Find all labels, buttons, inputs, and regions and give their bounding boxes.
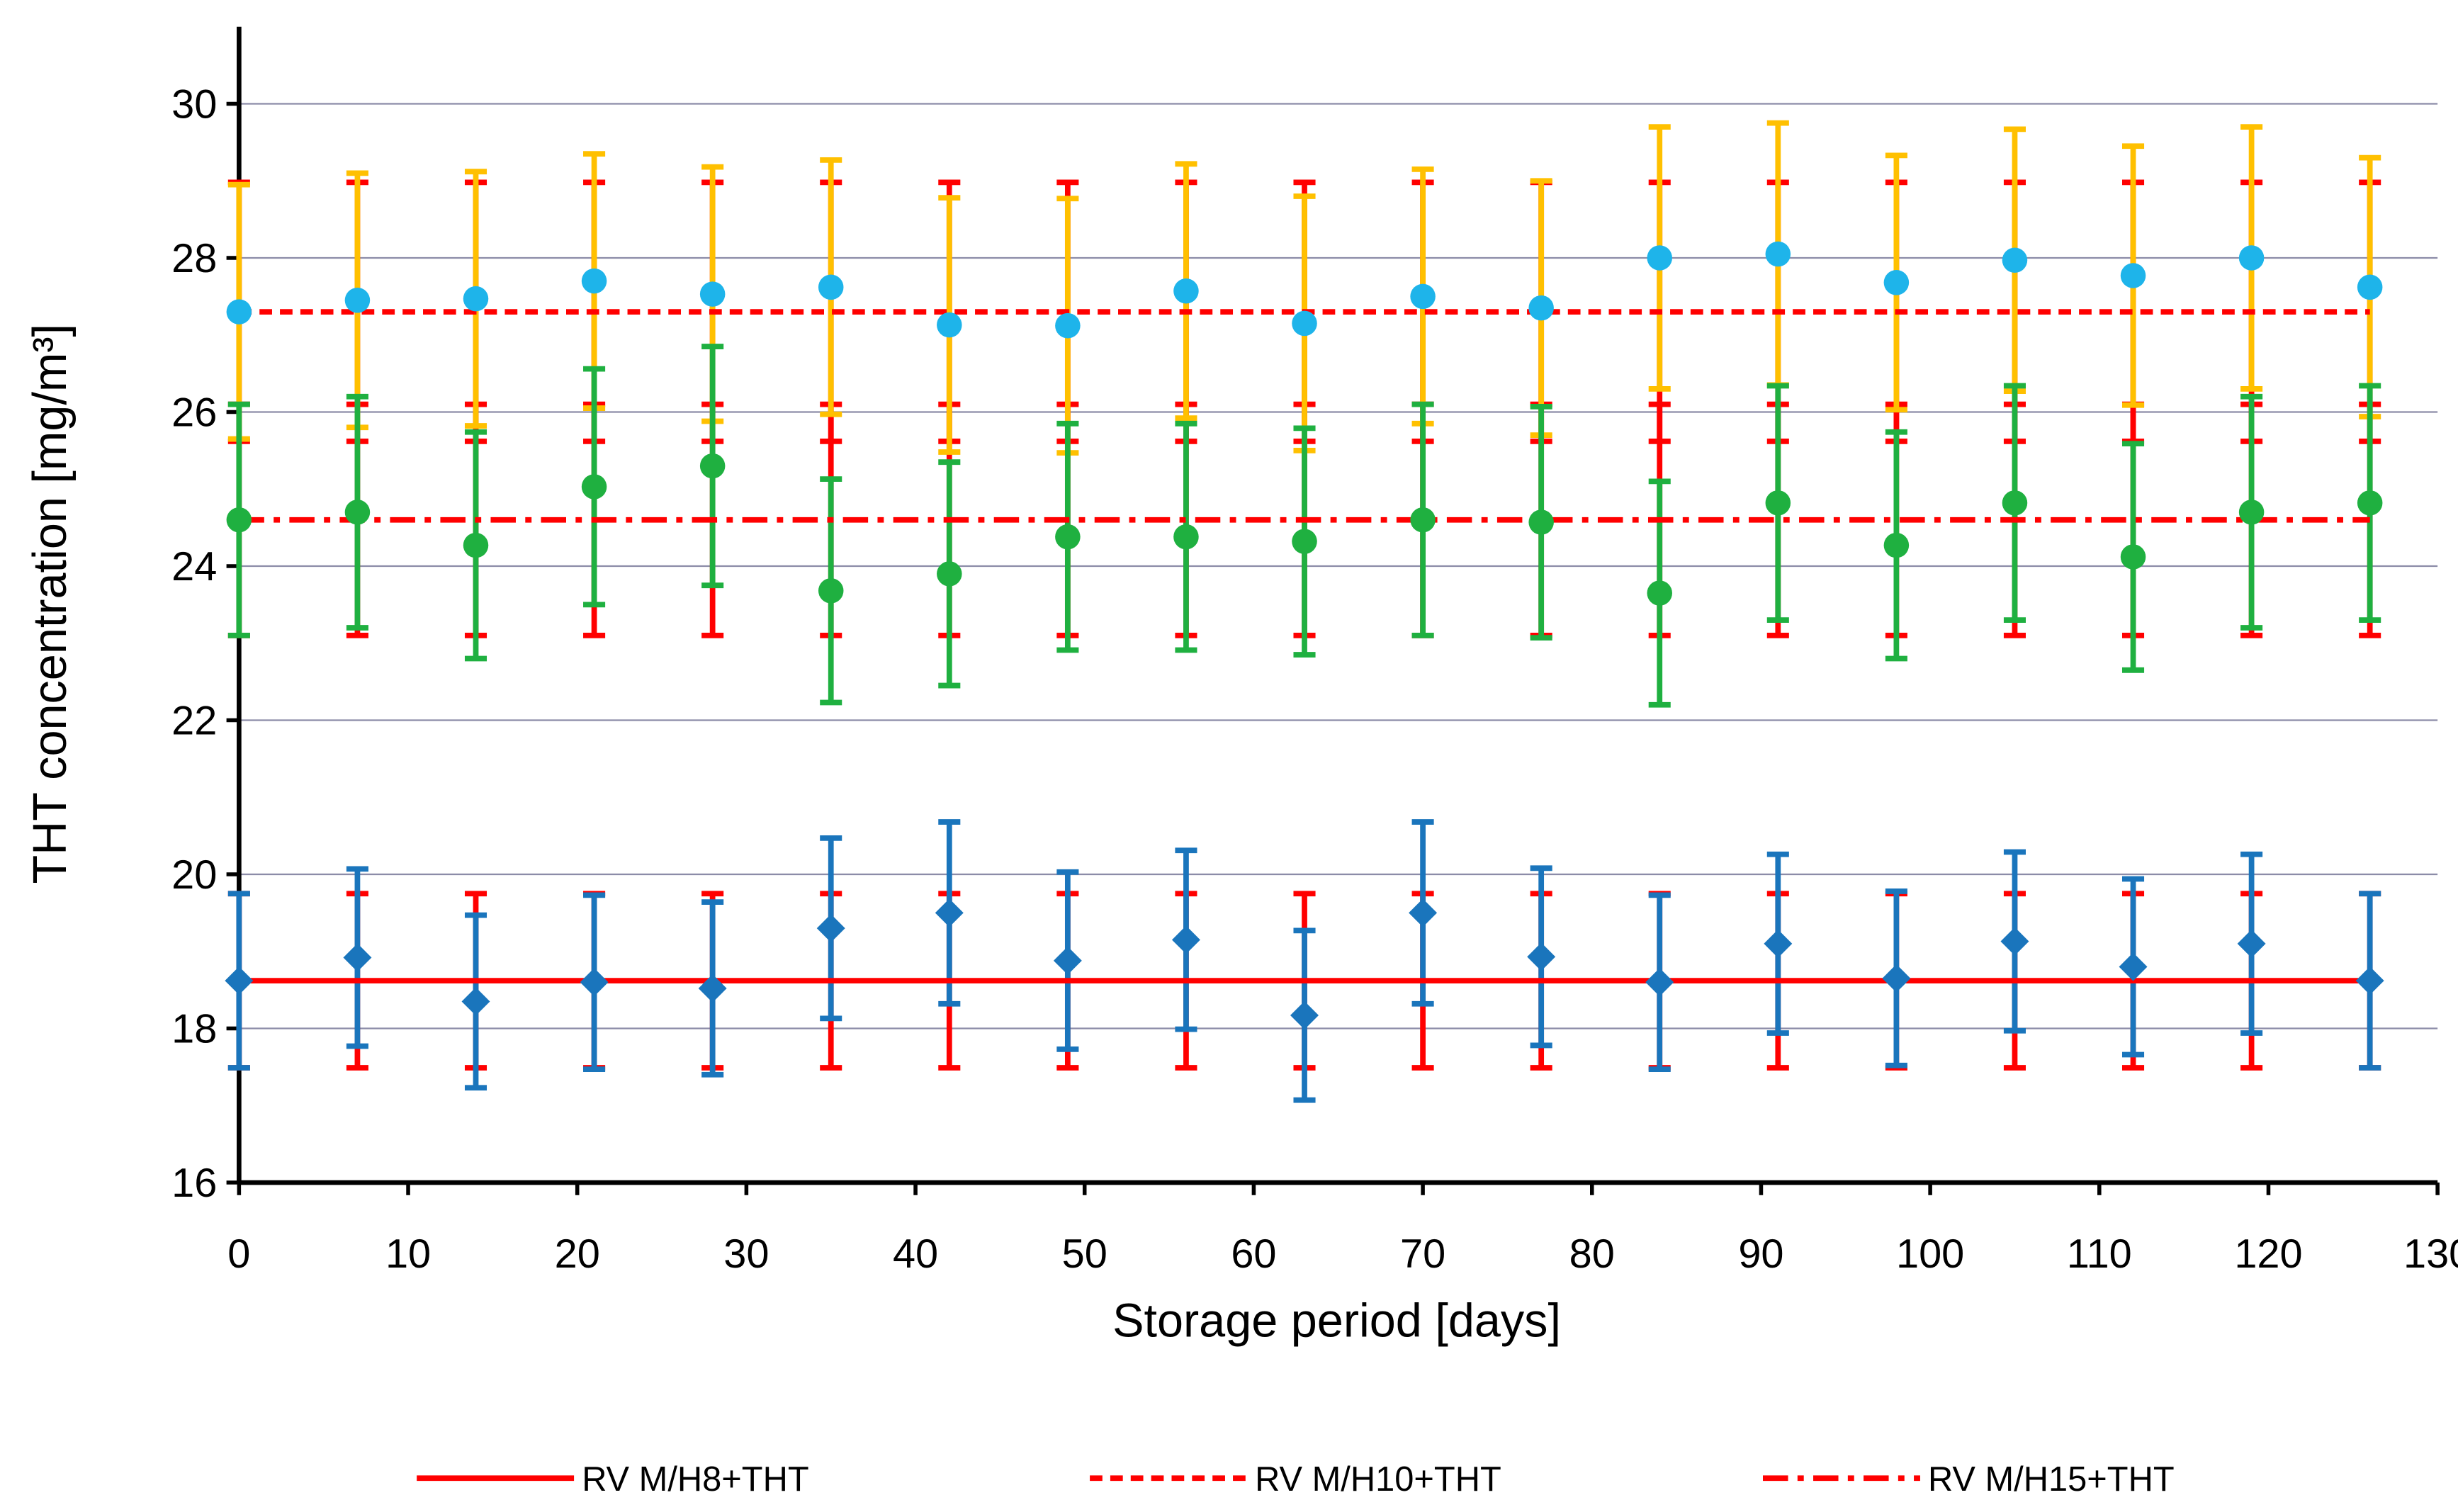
legend-label: RV M/H15+THT <box>1928 1460 2175 1499</box>
point <box>698 974 727 1003</box>
y-tick-label: 20 <box>171 852 217 898</box>
point <box>2000 927 2029 956</box>
x-tick-label: 130 <box>2403 1231 2458 1277</box>
point <box>1883 532 1910 558</box>
point <box>1171 925 1200 954</box>
point <box>1765 241 1791 267</box>
point <box>699 453 726 479</box>
point <box>1527 942 1556 971</box>
point <box>2357 274 2383 300</box>
point <box>1647 245 1672 271</box>
x-tick-label: 60 <box>1231 1231 1276 1277</box>
point <box>2120 263 2146 288</box>
point <box>1410 507 1436 533</box>
x-tick-label: 80 <box>1569 1231 1615 1277</box>
point <box>2355 966 2384 995</box>
legend-label: RV M/H10+THT <box>1255 1460 1501 1499</box>
point <box>818 274 844 300</box>
y-tick-label: 24 <box>171 544 217 589</box>
point <box>1173 524 1199 550</box>
point <box>937 561 962 587</box>
point <box>463 532 489 558</box>
point <box>1053 946 1082 975</box>
point <box>344 288 371 313</box>
x-tick-label: 110 <box>2067 1231 2132 1277</box>
x-tick-label: 20 <box>555 1231 600 1277</box>
x-tick-label: 50 <box>1062 1231 1107 1277</box>
point <box>2120 544 2146 570</box>
point <box>816 914 845 943</box>
point <box>935 898 964 927</box>
point <box>580 968 609 997</box>
x-tick-label: 90 <box>1738 1231 1783 1277</box>
legend-label: RV M/H8+THT <box>582 1460 808 1499</box>
point <box>226 507 252 533</box>
point <box>226 299 252 325</box>
point <box>581 474 607 500</box>
point <box>1292 310 1317 337</box>
point <box>1882 964 1911 993</box>
y-tick-label: 26 <box>171 390 217 435</box>
y-axis-title: THT concentration [mg/m³] <box>24 324 77 884</box>
x-tick-label: 100 <box>1896 1231 1964 1277</box>
point <box>2238 500 2265 525</box>
point <box>1055 524 1081 550</box>
point <box>2119 952 2148 981</box>
x-tick-label: 120 <box>2234 1231 2302 1277</box>
point <box>2002 247 2028 273</box>
x-tick-label: 0 <box>227 1231 250 1277</box>
point <box>1647 580 1672 606</box>
point <box>2238 245 2265 271</box>
point <box>463 286 489 312</box>
point <box>1409 898 1438 927</box>
point <box>1645 968 1674 997</box>
point <box>1173 278 1199 304</box>
point <box>937 312 962 338</box>
x-tick-label: 70 <box>1400 1231 1445 1277</box>
point <box>1883 270 1910 295</box>
point <box>1764 929 1793 958</box>
point <box>1528 509 1554 535</box>
point <box>343 943 372 972</box>
point <box>699 281 726 307</box>
x-tick-label: 30 <box>723 1231 769 1277</box>
point <box>1765 490 1791 516</box>
point <box>1290 1001 1319 1030</box>
x-axis-title: Storage period [days] <box>1112 1295 1561 1348</box>
y-tick-label: 18 <box>171 1006 217 1051</box>
point <box>818 578 844 604</box>
point <box>2002 490 2028 516</box>
point <box>1292 529 1317 554</box>
y-tick-label: 22 <box>171 698 217 743</box>
y-tick-label: 28 <box>171 236 217 281</box>
point <box>344 500 371 525</box>
point <box>1055 312 1081 339</box>
point <box>581 268 607 294</box>
point <box>1410 283 1436 310</box>
point <box>2237 929 2266 958</box>
y-tick-label: 16 <box>171 1161 217 1206</box>
point <box>461 987 490 1016</box>
point <box>225 966 254 995</box>
y-tick-label: 30 <box>171 81 217 127</box>
x-tick-label: 40 <box>893 1231 938 1277</box>
point <box>1528 295 1554 321</box>
x-tick-label: 10 <box>385 1231 431 1277</box>
point <box>2357 490 2383 516</box>
